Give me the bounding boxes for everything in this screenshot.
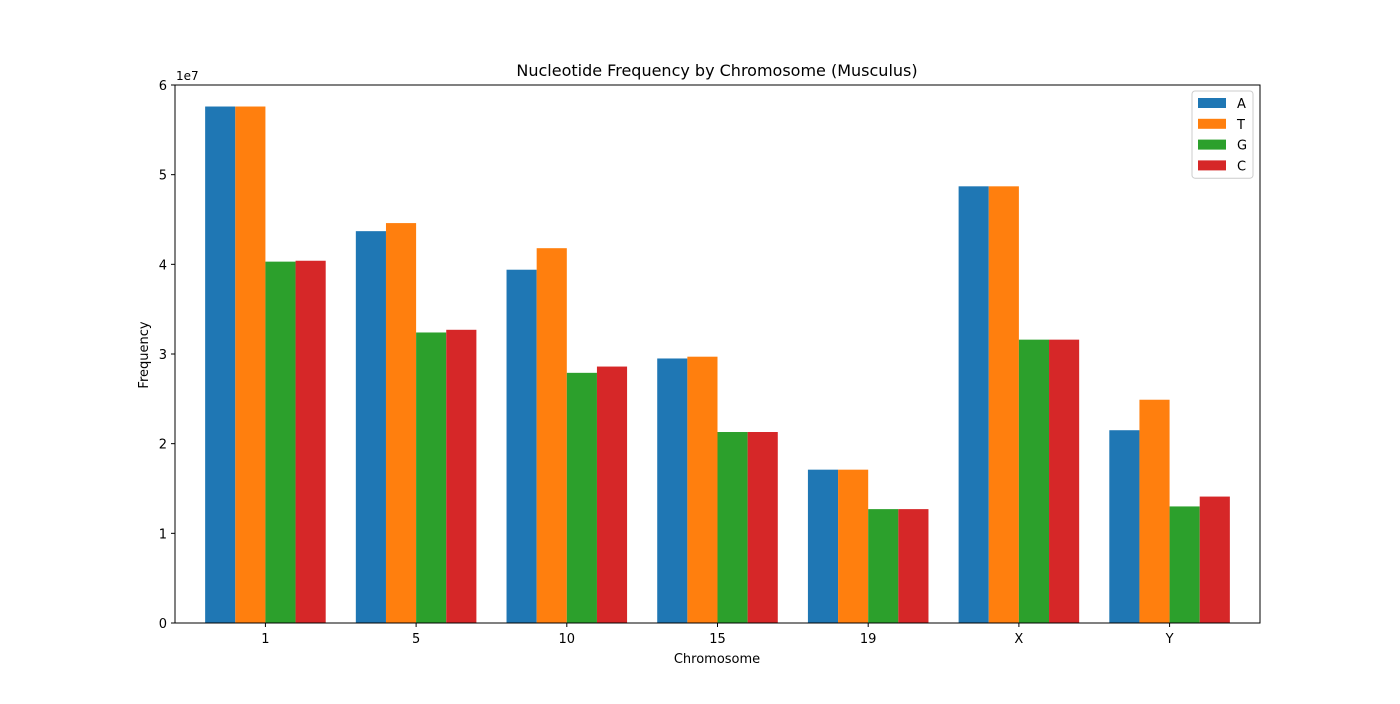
bar-G-15 bbox=[717, 432, 748, 623]
legend-swatch-G bbox=[1198, 139, 1226, 150]
legend-label-A: A bbox=[1237, 97, 1246, 112]
x-tick-label: 1 bbox=[261, 632, 269, 647]
bar-A-1 bbox=[205, 106, 236, 623]
bar-G-1 bbox=[265, 261, 296, 623]
bar-C-15 bbox=[747, 432, 778, 623]
bar-C-19 bbox=[898, 509, 929, 623]
bar-G-5 bbox=[416, 332, 447, 623]
legend-label-C: C bbox=[1237, 159, 1246, 174]
bar-G-X bbox=[1018, 339, 1050, 623]
y-tick-label: 4 bbox=[159, 258, 167, 273]
chart-title: Nucleotide Frequency by Chromosome (Musc… bbox=[516, 61, 917, 80]
bar-C-Y bbox=[1199, 496, 1230, 623]
bar-C-10 bbox=[596, 366, 628, 623]
bar-A-Y bbox=[1109, 430, 1140, 623]
x-tick-label: 15 bbox=[709, 632, 726, 647]
bars-group bbox=[205, 106, 1230, 623]
x-tick-label: 19 bbox=[860, 632, 877, 647]
y-tick-label: 6 bbox=[159, 79, 167, 94]
y-axis-ticks: 0 1 2 3 4 5 6 bbox=[159, 79, 175, 632]
y-tick-label: 2 bbox=[159, 438, 167, 453]
legend-swatch-T bbox=[1198, 118, 1226, 129]
x-axis-label: Chromosome bbox=[674, 652, 760, 667]
bar-T-1 bbox=[235, 106, 266, 623]
x-tick-label: 5 bbox=[412, 632, 420, 647]
bar-A-19 bbox=[807, 469, 839, 623]
y-axis-label: Frequency bbox=[137, 321, 152, 388]
bar-G-10 bbox=[566, 372, 597, 623]
bar-T-10 bbox=[536, 248, 567, 623]
y-tick-label: 0 bbox=[159, 617, 167, 632]
x-tick-label: X bbox=[1014, 632, 1023, 647]
bar-G-19 bbox=[868, 509, 899, 623]
bar-T-19 bbox=[838, 469, 869, 623]
bar-T-15 bbox=[687, 356, 718, 623]
y-axis-offset-label: 1e7 bbox=[176, 69, 199, 83]
bar-T-Y bbox=[1139, 399, 1170, 623]
bar-T-5 bbox=[385, 223, 417, 623]
x-tick-label: Y bbox=[1165, 632, 1174, 647]
plot-area-frame bbox=[174, 84, 1261, 624]
legend-swatch-A bbox=[1198, 98, 1226, 108]
bar-A-X bbox=[958, 186, 989, 623]
legend-label-G: G bbox=[1237, 139, 1247, 154]
legend-label-T: T bbox=[1236, 118, 1245, 133]
bar-A-5 bbox=[355, 231, 386, 623]
bar-T-X bbox=[988, 186, 1019, 623]
x-tick-label: 10 bbox=[559, 632, 576, 647]
bar-G-Y bbox=[1169, 506, 1200, 623]
y-tick-label: 3 bbox=[159, 348, 167, 363]
legend-swatch-C bbox=[1198, 160, 1226, 171]
bar-C-X bbox=[1049, 339, 1080, 623]
x-axis-ticks: 1 5 10 15 19 X Y bbox=[261, 623, 1174, 647]
y-tick-label: 1 bbox=[159, 527, 167, 542]
bar-A-10 bbox=[506, 269, 537, 623]
y-tick-label: 5 bbox=[159, 169, 167, 184]
legend-box bbox=[1191, 90, 1254, 179]
bar-C-5 bbox=[446, 329, 477, 623]
bar-C-1 bbox=[295, 260, 326, 623]
bar-A-15 bbox=[657, 358, 688, 623]
